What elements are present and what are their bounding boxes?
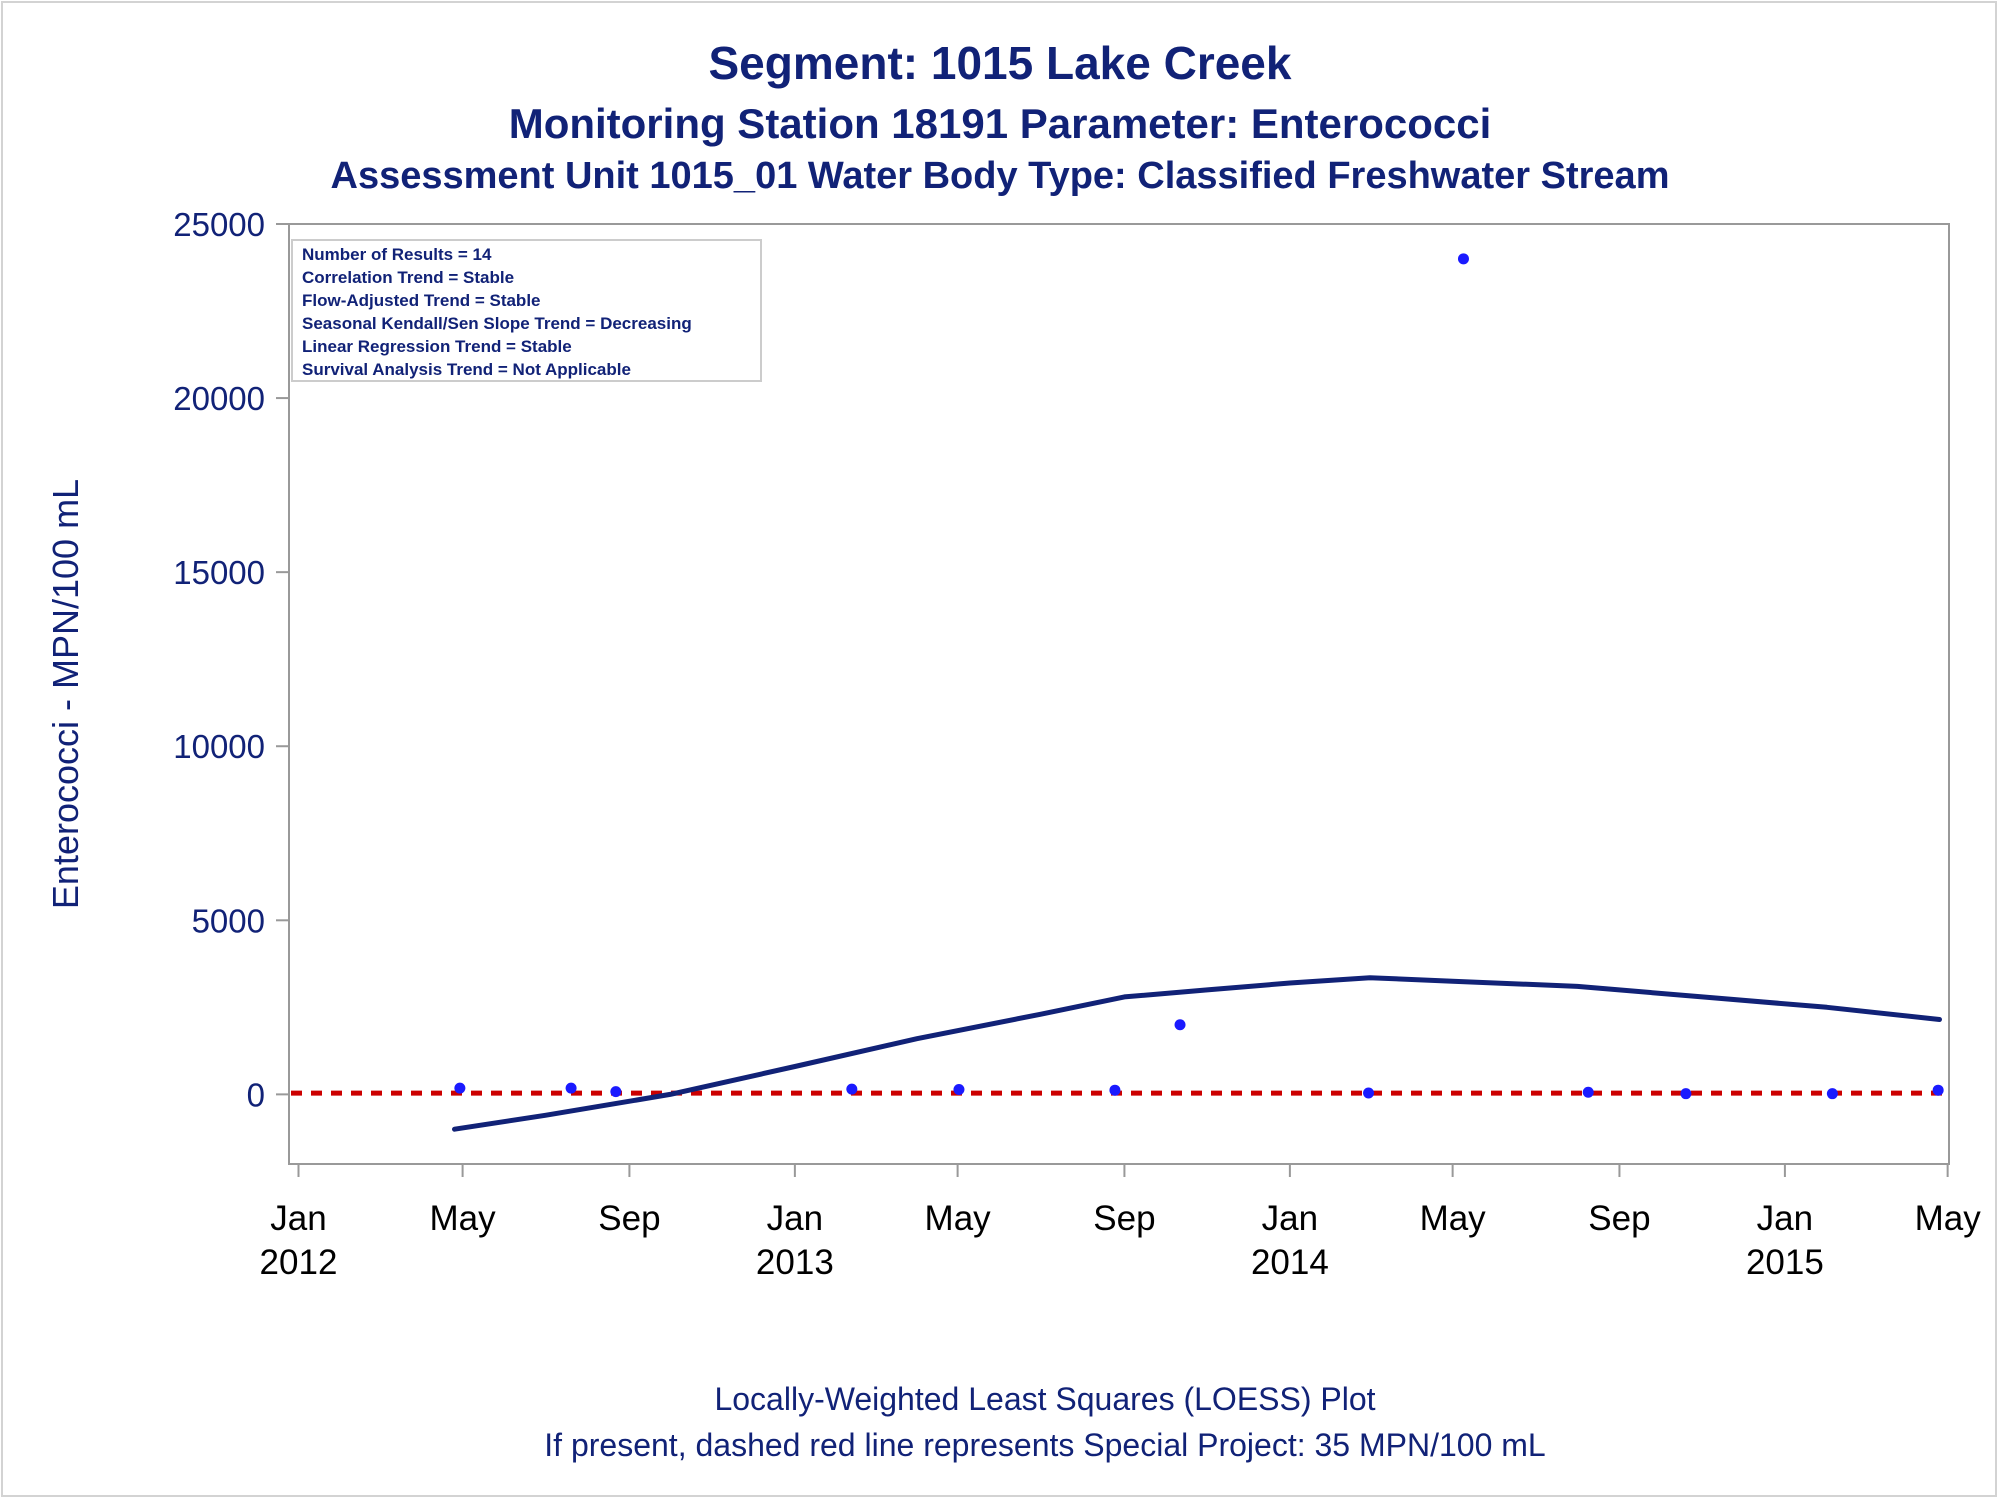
y-tick-label: 20000	[173, 380, 265, 417]
x-tick-label: Jan	[1757, 1199, 1813, 1238]
data-point	[1582, 1086, 1594, 1098]
annotation-box-border	[291, 239, 762, 382]
data-point	[1680, 1088, 1692, 1100]
plot-frame	[288, 223, 1950, 1165]
annotation-line: Linear Regression Trend = Stable	[302, 337, 572, 356]
annotation-box: Number of Results = 14 Correlation Trend …	[291, 239, 762, 382]
y-axis: 0 5000 10000 15000 20000 25000	[173, 206, 289, 1113]
data-point	[1174, 1019, 1186, 1031]
data-point	[846, 1083, 858, 1095]
y-axis-label: Enterococci - MPN/100 mL	[45, 479, 86, 909]
x-tick-year-label: 2013	[756, 1243, 834, 1282]
annotation-line: Seasonal Kendall/Sen Slope Trend = Decre…	[302, 314, 692, 333]
y-tick-label: 5000	[192, 902, 265, 939]
x-tick-label: Sep	[598, 1199, 660, 1238]
x-tick-label: May	[1915, 1199, 1982, 1238]
chart-subtitle-assessment: Assessment Unit 1015_01 Water Body Type:…	[330, 155, 1670, 197]
annotation-line: Survival Analysis Trend = Not Applicable	[302, 360, 631, 379]
x-tick-label: Sep	[1588, 1199, 1650, 1238]
x-tick-label: May	[430, 1199, 497, 1238]
footnote-loess: Locally-Weighted Least Squares (LOESS) P…	[714, 1381, 1376, 1417]
y-tick-label: 0	[247, 1076, 265, 1113]
annotation-line: Number of Results = 14	[302, 245, 492, 264]
loess-line	[452, 975, 1942, 1132]
x-tick-label: Sep	[1093, 1199, 1155, 1238]
x-tick-year-label: 2015	[1746, 1243, 1824, 1282]
data-point	[953, 1083, 965, 1095]
x-axis: Jan 2012 May Sep Jan 2013 May Sep Jan 2014 May Sep J…	[260, 1164, 1982, 1282]
y-tick-label: 10000	[173, 728, 265, 765]
x-tick-year-label: 2014	[1251, 1243, 1329, 1282]
data-point	[1457, 253, 1469, 265]
y-tick-label: 25000	[173, 206, 265, 243]
x-tick-label: May	[925, 1199, 992, 1238]
data-point	[454, 1082, 466, 1094]
data-point	[565, 1082, 577, 1094]
loess-group	[452, 975, 1942, 1132]
x-tick-label: Jan	[1262, 1199, 1318, 1238]
x-tick-label: Jan	[767, 1199, 823, 1238]
chart-subtitle-station: Monitoring Station 18191 Parameter: Ente…	[508, 100, 1492, 147]
data-point	[1932, 1084, 1944, 1096]
x-tick-label: May	[1420, 1199, 1487, 1238]
data-point	[610, 1086, 622, 1098]
annotation-line: Correlation Trend = Stable	[302, 268, 514, 287]
x-tick-label: Jan	[270, 1199, 326, 1238]
x-tick-year-label: 2012	[260, 1243, 338, 1282]
data-point	[1109, 1084, 1121, 1096]
footnote-reference: If present, dashed red line represents S…	[544, 1427, 1546, 1463]
annotation-line: Flow-Adjusted Trend = Stable	[302, 291, 541, 310]
points-group	[454, 253, 1944, 1100]
data-point	[1826, 1088, 1838, 1100]
y-tick-label: 15000	[173, 554, 265, 591]
data-point	[1363, 1087, 1375, 1099]
chart-title: Segment: 1015 Lake Creek	[708, 37, 1292, 89]
